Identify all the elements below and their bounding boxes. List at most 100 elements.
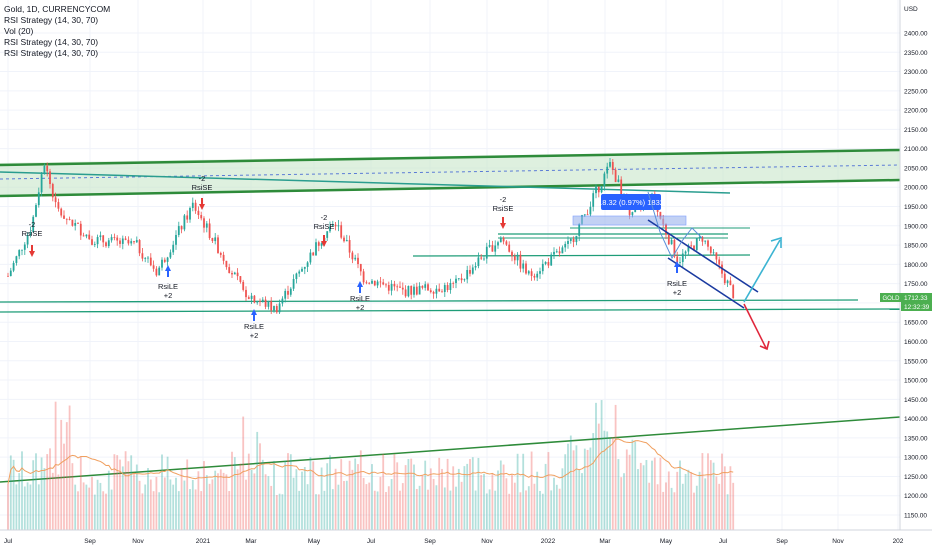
candle-body	[130, 241, 133, 244]
candle-body	[161, 259, 163, 268]
volume-bar	[684, 473, 687, 530]
signal-short-2: -2 RsiSE	[192, 174, 212, 210]
candle-body	[676, 256, 679, 263]
volume-bar	[113, 454, 116, 530]
volume-bar	[687, 469, 690, 530]
indicator-volume[interactable]: Vol (20)	[4, 26, 34, 36]
candle-body	[684, 251, 687, 254]
candle-body	[63, 215, 65, 219]
time-tick-label: May	[308, 538, 321, 545]
candle-body	[564, 243, 567, 248]
support-line-2	[0, 308, 901, 313]
candle-body	[57, 202, 60, 209]
candle-body	[614, 169, 617, 183]
candle-body	[536, 273, 539, 278]
signal-qty: +2	[356, 303, 365, 312]
volume-bar	[505, 478, 508, 530]
volume-bar	[345, 480, 348, 530]
volume-bar	[569, 435, 572, 530]
candle-body	[463, 279, 466, 281]
volume-bar	[222, 472, 225, 530]
candle-body	[418, 285, 421, 295]
bullish-arrow-head	[770, 236, 782, 248]
volume-bar	[385, 492, 387, 530]
volume-bar	[620, 477, 623, 530]
volume-bar	[40, 457, 43, 530]
volume-bar	[441, 468, 443, 530]
indicator-rsi-3[interactable]: RSI Strategy (14, 30, 70)	[4, 48, 99, 58]
volume-bar	[639, 462, 642, 530]
volume-bar	[690, 471, 693, 530]
time-tick-label: Nov	[481, 538, 493, 545]
volume-bar	[365, 484, 368, 530]
candle-body	[231, 273, 233, 275]
volume-bar	[49, 448, 51, 530]
signal-qty: +2	[673, 288, 682, 297]
volume-bar	[567, 443, 569, 530]
volume-bar	[29, 484, 32, 530]
price-tick-label: 2250.00	[904, 88, 928, 95]
volume-bar	[578, 469, 581, 530]
candle-body	[29, 231, 32, 236]
volume-bar	[303, 466, 306, 530]
candle-body	[233, 272, 236, 275]
candle-body	[715, 252, 718, 260]
price-tick-label: 1650.00	[904, 320, 928, 327]
scenario-arrows	[743, 236, 782, 351]
volume-bar	[105, 493, 107, 530]
candle-body	[292, 279, 295, 289]
volume-bar	[648, 482, 651, 530]
volume-bar	[446, 458, 449, 530]
indicator-rsi-1[interactable]: RSI Strategy (14, 30, 70)	[4, 15, 99, 25]
volume-bar	[499, 460, 502, 530]
symbol-title[interactable]: Gold, 1D, CURRENCYCOM	[4, 4, 111, 14]
candle-body	[709, 246, 712, 253]
bearish-arrow	[743, 303, 767, 349]
wedge-path	[647, 191, 703, 260]
candle-body	[438, 288, 441, 292]
price-tick-label: 1500.00	[904, 378, 928, 385]
volume-bar	[228, 491, 231, 530]
volume-bar	[449, 490, 452, 530]
price-axis-ticks[interactable]: 2400.00 2350.00 2300.00 2250.00 2200.00 2150.…	[904, 31, 928, 520]
candle-body	[40, 174, 43, 193]
candle-body	[550, 254, 553, 266]
candle-body	[427, 284, 429, 291]
channel-lower-line	[0, 178, 901, 198]
volume-bar	[603, 430, 606, 530]
volume-bar	[200, 491, 203, 530]
volume-bar	[513, 482, 516, 530]
volume-bar	[208, 483, 211, 530]
measure-label: 18.32 (0.97%) 1832	[598, 198, 664, 207]
volume-bar	[373, 490, 376, 530]
candle-body	[575, 235, 578, 243]
volume-bar	[401, 483, 404, 530]
candle-body	[446, 285, 449, 290]
volume-bar	[712, 462, 715, 530]
candle-body	[23, 244, 26, 250]
volume-bar	[429, 468, 432, 530]
volume-bar	[320, 467, 323, 530]
volume-bar	[281, 494, 284, 530]
candle-body	[695, 238, 698, 251]
indicator-rsi-2[interactable]: RSI Strategy (14, 30, 70)	[4, 37, 99, 47]
price-tick-label: 1800.00	[904, 262, 928, 269]
time-axis-ticks[interactable]: Jul Sep Nov 2021 Mar May Jul Sep Nov 2022 Mar May Ju…	[4, 538, 904, 545]
candle-body	[152, 265, 155, 269]
candle-body	[497, 242, 499, 246]
price-tick-label: 1900.00	[904, 223, 928, 230]
volume-bar	[511, 475, 513, 530]
volume-bar	[270, 485, 273, 530]
candle-body	[138, 240, 141, 254]
candle-body	[135, 240, 138, 243]
candle-body	[200, 215, 203, 219]
volume-bar	[74, 484, 77, 530]
candle-body	[628, 207, 631, 215]
candle-body	[732, 285, 735, 299]
volume-bar	[491, 473, 494, 530]
candle-body	[673, 239, 676, 257]
volume-bar	[133, 473, 135, 530]
volume-bar	[525, 490, 527, 530]
candle-body	[348, 240, 351, 253]
